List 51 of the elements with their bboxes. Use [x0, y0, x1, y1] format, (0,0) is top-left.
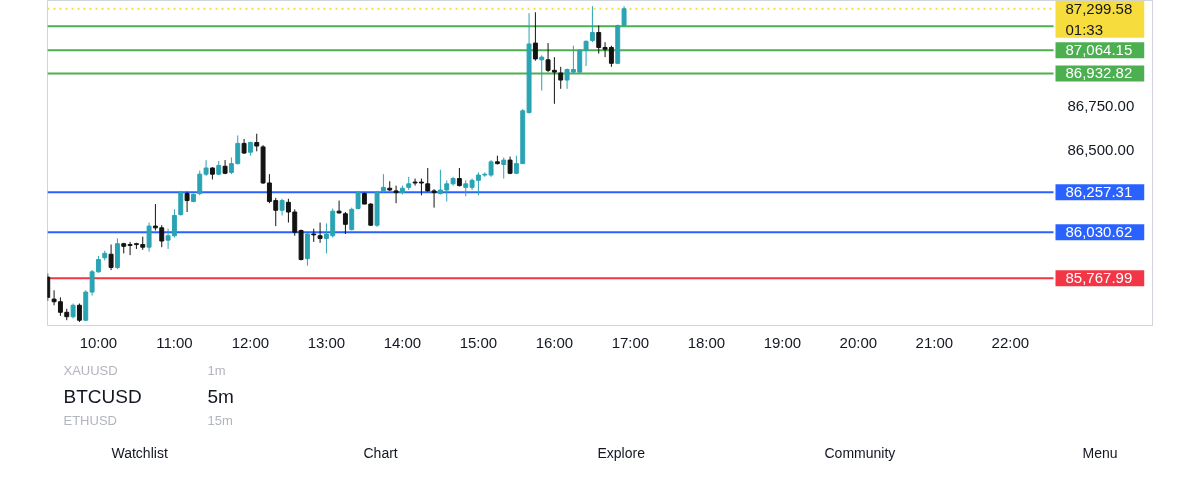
x-tick-label: 15:00	[459, 333, 498, 351]
x-tick-label: 10:00	[79, 333, 118, 351]
candlestick	[76, 303, 82, 323]
x-tick-label: 19:00	[763, 333, 802, 351]
candlestick	[501, 156, 507, 180]
x-tick-label: 21:00	[915, 333, 954, 351]
ref-line-label: 86,030.62	[1065, 223, 1133, 241]
x-tick-label: 18:00	[687, 333, 726, 351]
text: BTCUSD	[63, 386, 142, 407]
ref-line-label: 87,299.58 01:33	[1065, 0, 1133, 39]
candlestick	[171, 208, 177, 239]
text: 15m	[207, 413, 233, 428]
x-tick-label: 14:00	[383, 333, 422, 351]
candlestick	[558, 66, 564, 90]
candlestick	[184, 191, 190, 213]
candlestick	[342, 211, 348, 235]
candlestick	[197, 170, 203, 196]
candlestick	[317, 222, 323, 244]
candlestick	[336, 200, 342, 215]
candlestick	[146, 222, 152, 253]
text: ETHUSD	[63, 413, 117, 428]
candlestick	[393, 185, 399, 204]
text: 1m	[207, 363, 226, 378]
text: Explore	[597, 444, 646, 461]
candlestick	[114, 237, 120, 270]
x-tick-label: 11:00	[156, 333, 193, 351]
text: Menu	[1082, 444, 1118, 461]
x-tick-label: 22:00	[991, 333, 1030, 351]
text: Chart	[363, 444, 398, 461]
ref-line-label: 87,064.15	[1065, 41, 1133, 59]
x-tick-label: 17:00	[611, 333, 650, 351]
text: Community	[824, 444, 896, 461]
text: 5m	[207, 386, 234, 407]
ref-line-label: 85,767.99	[1065, 269, 1133, 287]
y-tick-label: 86,500.00	[1067, 140, 1135, 158]
candlestick	[203, 159, 209, 177]
candlestick	[380, 173, 386, 194]
candlestick	[178, 190, 184, 217]
y-tick-label: 86,750.00	[1067, 96, 1135, 114]
candlestick	[532, 11, 538, 62]
ref-line-label: 86,257.31	[1065, 183, 1133, 201]
x-tick-label: 12:00	[231, 333, 270, 351]
x-tick-label: 20:00	[839, 333, 878, 351]
x-tick-label: 13:00	[307, 333, 346, 351]
text: Watchlist	[111, 444, 168, 461]
candlestick	[589, 5, 595, 43]
text: XAUUSD	[63, 363, 118, 378]
ref-line-label: 86,932.82	[1065, 64, 1133, 82]
candlestick	[165, 228, 171, 250]
candlestick	[108, 244, 114, 271]
x-tick-label: 16:00	[535, 333, 574, 351]
